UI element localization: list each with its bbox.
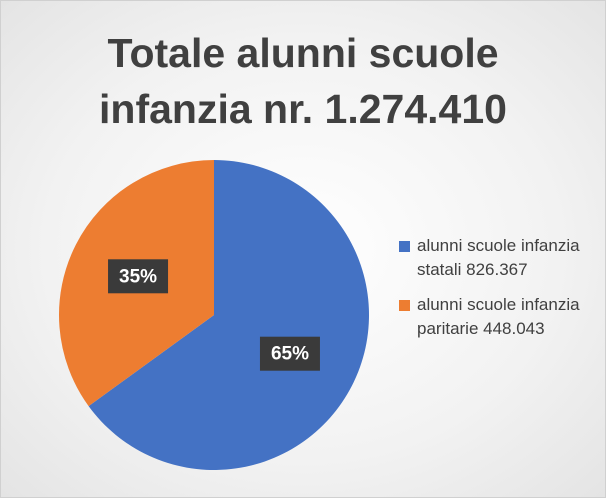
legend-swatch <box>399 300 410 311</box>
legend-label: alunni scuole infanzia paritarie 448.043 <box>417 295 580 338</box>
legend-entry: alunni scuole infanzia paritarie 448.043 <box>399 293 589 341</box>
legend-label: alunni scuole infanzia statali 826.367 <box>417 236 580 279</box>
legend-swatch <box>399 241 410 252</box>
data-label-box <box>259 336 320 371</box>
chart-title: Totale alunni scuole infanzia nr. 1.274.… <box>99 30 507 132</box>
legend: alunni scuole infanzia statali 826.367 al… <box>399 234 589 352</box>
data-label: 65% <box>271 344 309 365</box>
legend-entry: alunni scuole infanzia statali 826.367 <box>399 234 589 282</box>
data-label: 35% <box>119 266 157 287</box>
data-label-box <box>108 259 169 294</box>
pie-slice <box>88 160 370 471</box>
